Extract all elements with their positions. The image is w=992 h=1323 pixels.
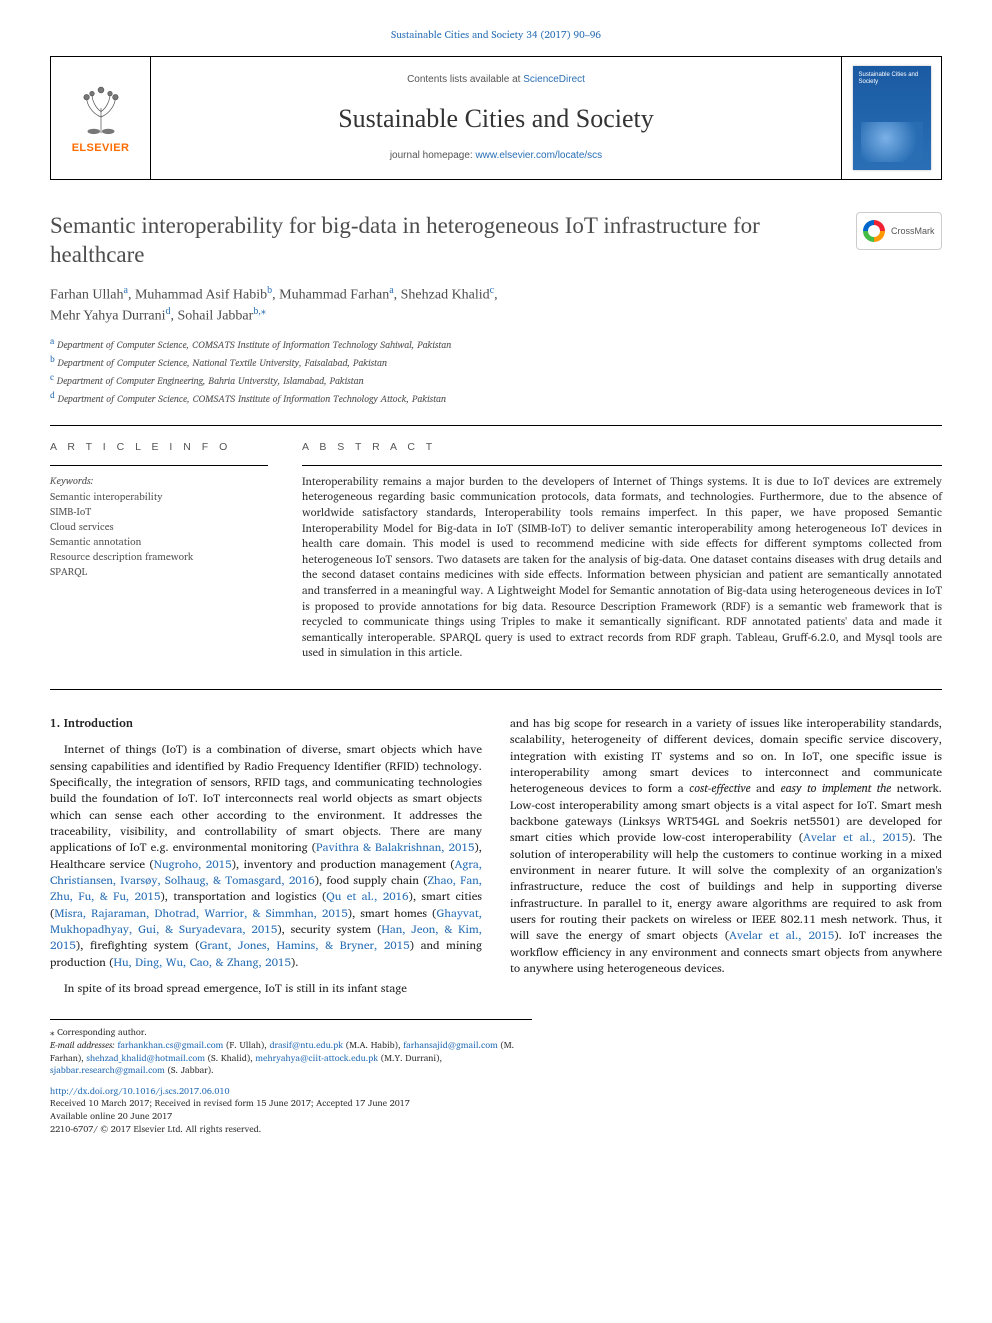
- article-title: Semantic interoperability for big-data i…: [50, 212, 840, 270]
- email-who: (M.Y. Durrani): [381, 1050, 440, 1065]
- keyword: Resource description framework: [50, 550, 268, 565]
- journal-homepage-link[interactable]: www.elsevier.com/locate/scs: [475, 150, 602, 161]
- crossmark-label: CrossMark: [891, 225, 935, 238]
- journal-cover-thumbnail: Sustainable Cities and Society: [853, 66, 931, 170]
- email-link[interactable]: mehryahya@ciit-attock.edu.pk: [255, 1050, 378, 1065]
- author-aff: a: [389, 285, 393, 296]
- affiliation: Department of Computer Science, National…: [58, 356, 387, 371]
- abstract-column: A B S T R A C T Interoperability remains…: [302, 440, 942, 661]
- crossmark-badge[interactable]: CrossMark: [856, 212, 942, 250]
- rule: [50, 465, 268, 466]
- affiliations: a Department of Computer Science, COMSAT…: [50, 335, 942, 407]
- rule: [302, 465, 942, 466]
- abstract-text: Interoperability remains a major burden …: [302, 474, 942, 661]
- author: Sohail Jabbar: [177, 309, 253, 324]
- affiliation: Department of Computer Science, COMSATS …: [58, 392, 446, 407]
- keyword: Cloud services: [50, 520, 268, 535]
- elsevier-tree-icon: [72, 79, 130, 137]
- author-aff: a: [123, 285, 127, 296]
- masthead-center: Contents lists available at ScienceDirec…: [151, 57, 841, 179]
- keyword: SPARQL: [50, 565, 268, 580]
- contents-available-line: Contents lists available at ScienceDirec…: [407, 73, 585, 87]
- author-aff: c: [490, 285, 494, 296]
- email-who: (S. Jabbar): [167, 1062, 211, 1077]
- article-info-heading: A R T I C L E I N F O: [50, 440, 268, 455]
- body-paragraph: and has big scope for research in a vari…: [510, 716, 942, 977]
- author-aff: b: [267, 285, 272, 296]
- publisher-logo-block: ELSEVIER: [51, 57, 151, 179]
- journal-masthead: ELSEVIER Contents lists available at Sci…: [50, 56, 942, 180]
- section-heading: 1. Introduction: [50, 716, 482, 732]
- keyword: SIMB-IoT: [50, 505, 268, 520]
- body-paragraph: Internet of things (IoT) is a combinatio…: [50, 742, 482, 971]
- cover-title-text: Sustainable Cities and Society: [853, 66, 931, 91]
- author: Shehzad Khalid: [401, 287, 490, 302]
- text-run: ).: [291, 953, 299, 972]
- author: Farhan Ullah: [50, 287, 123, 302]
- author: Muhammad Farhan: [279, 287, 389, 302]
- running-head: Sustainable Cities and Society 34 (2017)…: [50, 28, 942, 42]
- citation-link[interactable]: Hu, Ding, Wu, Cao, & Zhang, 2015: [113, 953, 291, 972]
- homepage-pre: journal homepage:: [390, 150, 476, 161]
- body-columns: 1. Introduction Internet of things (IoT)…: [50, 716, 942, 997]
- corresponding-star: ,⁎: [258, 306, 266, 317]
- body-paragraph: In spite of its broad spread emergence, …: [50, 981, 482, 997]
- email-addresses-line: E-mail addresses: farhankhan.cs@gmail.co…: [50, 1039, 532, 1077]
- rule: [50, 689, 942, 690]
- email-who: (S. Khalid): [208, 1050, 251, 1065]
- journal-cover-block: Sustainable Cities and Society: [841, 57, 941, 179]
- author: Mehr Yahya Durrani: [50, 309, 165, 324]
- copyright-line: 2210-6707/ © 2017 Elsevier Ltd. All righ…: [50, 1123, 942, 1136]
- keywords-label: Keywords:: [50, 474, 268, 488]
- affiliation: Department of Computer Engineering, Bahr…: [57, 374, 364, 389]
- article-history: Received 10 March 2017; Received in revi…: [50, 1097, 942, 1110]
- email-link[interactable]: sjabbar.research@gmail.com: [50, 1062, 165, 1077]
- abstract-heading: A B S T R A C T: [302, 440, 942, 455]
- keywords-list: Semantic interoperability SIMB-IoT Cloud…: [50, 490, 268, 580]
- keyword: Semantic interoperability: [50, 490, 268, 505]
- journal-homepage-line: journal homepage: www.elsevier.com/locat…: [390, 149, 602, 163]
- article-info-column: A R T I C L E I N F O Keywords: Semantic…: [50, 440, 268, 661]
- authors-line: Farhan Ullaha, Muhammad Asif Habibb, Muh…: [50, 284, 942, 328]
- sciencedirect-link[interactable]: ScienceDirect: [523, 74, 585, 85]
- publisher-wordmark: ELSEVIER: [72, 141, 130, 156]
- rule: [50, 425, 942, 426]
- author: Muhammad Asif Habib: [135, 287, 267, 302]
- affiliation: Department of Computer Science, COMSATS …: [57, 339, 451, 354]
- author-aff: d: [165, 306, 170, 317]
- contents-pre: Contents lists available at: [407, 74, 523, 85]
- keyword: Semantic annotation: [50, 535, 268, 550]
- footnotes: ⁎ Corresponding author. E-mail addresses…: [50, 1019, 532, 1076]
- journal-title: Sustainable Cities and Society: [338, 101, 654, 137]
- crossmark-icon: [863, 220, 885, 242]
